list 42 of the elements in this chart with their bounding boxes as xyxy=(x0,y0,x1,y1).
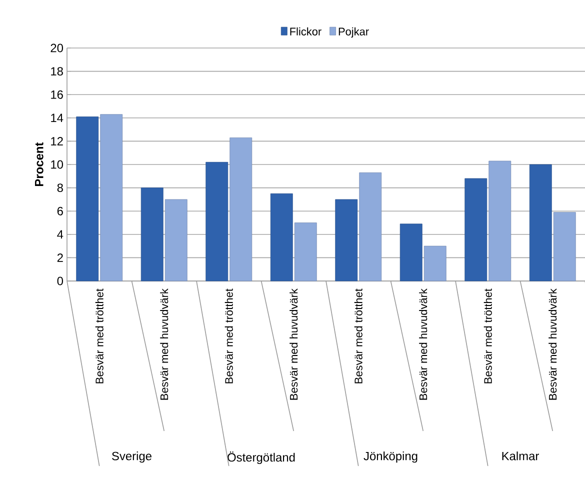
y-tick-label: 12 xyxy=(51,137,63,146)
x-tick-label: Besvär med trötthet xyxy=(224,288,233,384)
bar xyxy=(553,212,576,282)
bar xyxy=(424,246,446,282)
text: Kalmar xyxy=(502,452,539,460)
y-tick-label: 16 xyxy=(51,90,63,99)
bar xyxy=(335,199,358,282)
y-tick-label: 14 xyxy=(51,114,64,122)
bar xyxy=(140,188,164,282)
y-tick-label: 0 xyxy=(57,276,64,286)
x-tick-label: Besvär med trötthet xyxy=(354,288,362,384)
bar xyxy=(529,164,552,282)
bar xyxy=(359,172,382,282)
y-tick-label: 6 xyxy=(57,206,63,216)
bar xyxy=(76,116,99,282)
x-tick-label: Besvär med trötthet xyxy=(484,288,492,384)
bar xyxy=(270,193,293,282)
text: Östergötland xyxy=(228,452,295,464)
x-tick-label: Besvär med huvudvärk xyxy=(160,288,168,400)
legend-label: Flickor xyxy=(290,27,322,36)
y-tick-label: 10 xyxy=(51,160,64,169)
x-tick-label: Besvär med huvudvärk xyxy=(290,288,298,400)
x-tick-label: Besvär med huvudvärk xyxy=(548,288,557,400)
bar xyxy=(400,224,422,282)
bar xyxy=(100,114,123,282)
bar xyxy=(206,162,228,282)
y-tick-label: 2 xyxy=(57,254,63,262)
bar xyxy=(164,199,188,282)
y-axis-title: Procent xyxy=(35,142,44,186)
y-tick-label: 18 xyxy=(51,67,63,76)
legend-label: Pojkar xyxy=(338,27,369,38)
bar xyxy=(488,160,512,282)
bar xyxy=(294,222,317,282)
x-tick-label: Besvär med huvudvärk xyxy=(419,288,428,400)
y-tick-label: 8 xyxy=(57,184,63,192)
x-tick-label: Besvär med trötthet xyxy=(95,288,104,384)
bar xyxy=(464,178,488,282)
bar xyxy=(230,138,252,282)
y-tick-label: 4 xyxy=(57,230,64,239)
text: Sverige xyxy=(112,452,152,463)
y-tick-label: 20 xyxy=(50,44,64,52)
text: Jönköping xyxy=(364,452,418,463)
